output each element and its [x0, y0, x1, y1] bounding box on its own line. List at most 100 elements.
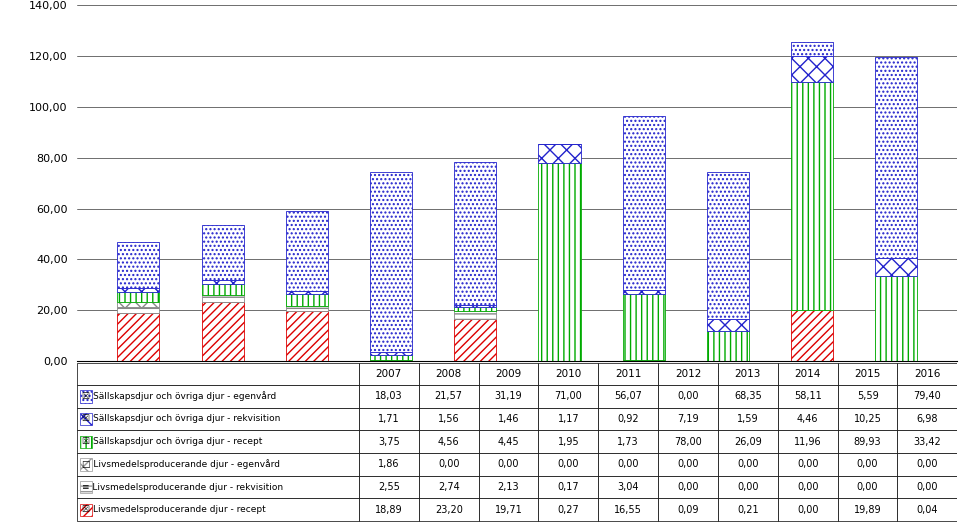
Bar	[79, 504, 92, 516]
Text: 0,00: 0,00	[677, 459, 699, 469]
Bar	[479, 430, 539, 453]
Bar	[875, 276, 918, 361]
Text: 3,75: 3,75	[378, 437, 399, 447]
Text: □ Livsmedelsproducerande djur - egenvård: □ Livsmedelsproducerande djur - egenvård	[82, 459, 279, 469]
Text: 1,17: 1,17	[558, 414, 579, 424]
Bar	[286, 306, 328, 311]
Text: 2013: 2013	[735, 369, 761, 379]
Bar	[539, 385, 599, 408]
Bar	[454, 311, 496, 319]
Text: ☒ Sällskapsdjur och övriga djur - rekvisition: ☒ Sällskapsdjur och övriga djur - rekvis…	[82, 414, 280, 423]
Text: 0,00: 0,00	[857, 482, 878, 492]
Text: 58,11: 58,11	[794, 391, 822, 401]
Text: 0,17: 0,17	[558, 482, 579, 492]
Bar	[370, 172, 412, 352]
Bar	[659, 476, 718, 498]
Bar	[79, 458, 92, 470]
Text: 0,09: 0,09	[677, 505, 699, 515]
Bar	[454, 162, 496, 305]
Bar	[419, 498, 479, 521]
Text: 1,73: 1,73	[617, 437, 639, 447]
Text: 2008: 2008	[435, 369, 462, 379]
Bar	[837, 385, 897, 408]
Text: 1,71: 1,71	[378, 414, 399, 424]
Text: 68,35: 68,35	[734, 391, 762, 401]
Bar	[875, 258, 918, 276]
Text: 18,89: 18,89	[375, 505, 402, 515]
Bar	[201, 279, 244, 284]
Text: 0,00: 0,00	[737, 459, 759, 469]
Text: 4,45: 4,45	[498, 437, 519, 447]
Bar	[707, 319, 748, 331]
Text: 0,92: 0,92	[617, 414, 639, 424]
Bar	[707, 331, 748, 361]
Bar	[539, 453, 599, 476]
Bar	[718, 363, 777, 385]
Text: 2,55: 2,55	[378, 482, 399, 492]
Text: 4,56: 4,56	[438, 437, 459, 447]
Bar	[897, 363, 957, 385]
Bar	[117, 288, 160, 293]
Bar	[359, 476, 419, 498]
Text: 1,46: 1,46	[498, 414, 519, 424]
Text: 18,03: 18,03	[375, 391, 402, 401]
Bar	[539, 430, 599, 453]
Bar	[359, 408, 419, 430]
Text: 2011: 2011	[615, 369, 641, 379]
Bar	[117, 313, 160, 361]
Bar	[419, 476, 479, 498]
Bar	[777, 363, 837, 385]
Bar	[370, 355, 412, 360]
Bar	[659, 498, 718, 521]
Bar	[359, 430, 419, 453]
Bar	[897, 453, 957, 476]
Bar	[77, 430, 359, 453]
Bar	[623, 290, 664, 294]
Bar	[718, 385, 777, 408]
Text: ☒ Livsmedelsproducerande djur - recept: ☒ Livsmedelsproducerande djur - recept	[82, 505, 266, 514]
Text: 0,00: 0,00	[498, 459, 519, 469]
Bar	[659, 363, 718, 385]
Bar	[837, 453, 897, 476]
Bar	[359, 363, 419, 385]
Bar	[79, 481, 92, 493]
Bar	[599, 430, 659, 453]
Bar	[897, 408, 957, 430]
Text: 1,95: 1,95	[558, 437, 579, 447]
Bar	[359, 453, 419, 476]
Bar	[897, 498, 957, 521]
Text: 2009: 2009	[495, 369, 521, 379]
Bar	[286, 290, 328, 294]
Text: ☒ Sällskapsdjur och övriga djur - egenvård: ☒ Sällskapsdjur och övriga djur - egenvå…	[82, 391, 276, 401]
Bar	[777, 408, 837, 430]
Text: 10,25: 10,25	[854, 414, 882, 424]
Text: 0,00: 0,00	[917, 482, 938, 492]
Bar	[718, 408, 777, 430]
Text: 2,13: 2,13	[498, 482, 519, 492]
Bar	[370, 360, 412, 361]
Text: 33,42: 33,42	[914, 437, 941, 447]
Text: 0,04: 0,04	[917, 505, 938, 515]
Bar	[659, 453, 718, 476]
Bar	[77, 363, 359, 385]
Text: 4,46: 4,46	[797, 414, 818, 424]
Bar	[539, 144, 580, 163]
Text: 0,00: 0,00	[677, 482, 699, 492]
Bar	[77, 385, 359, 408]
Bar	[201, 284, 244, 295]
Text: 0,00: 0,00	[917, 459, 938, 469]
Bar	[117, 302, 160, 307]
Bar	[623, 117, 664, 290]
Bar	[454, 307, 496, 311]
Text: 26,09: 26,09	[734, 437, 762, 447]
Bar	[419, 363, 479, 385]
Bar	[791, 42, 834, 56]
Text: 78,00: 78,00	[674, 437, 702, 447]
Text: 1,56: 1,56	[438, 414, 459, 424]
Text: 6,98: 6,98	[917, 414, 938, 424]
Bar	[77, 453, 359, 476]
Text: 21,57: 21,57	[435, 391, 462, 401]
Bar	[837, 476, 897, 498]
Bar	[479, 498, 539, 521]
Bar	[77, 476, 359, 498]
